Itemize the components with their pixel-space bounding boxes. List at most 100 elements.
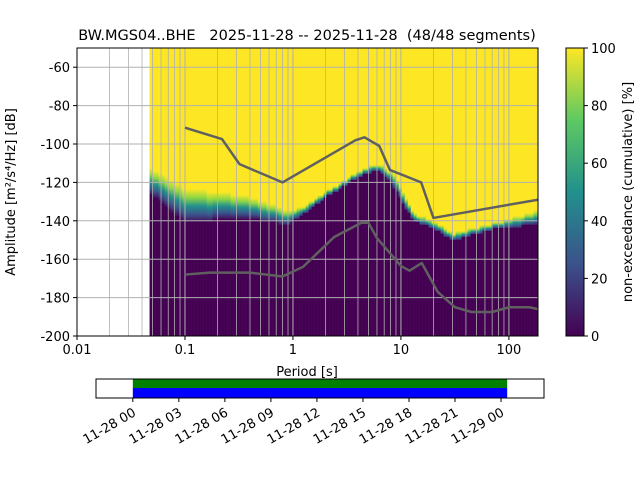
heatmap-transition-cell <box>527 213 531 226</box>
heatmap-transition-cell <box>278 207 282 226</box>
heatmap-transition-cell <box>176 183 180 217</box>
chart-title: BW.MGS04..BHE 2025-11-28 -- 2025-11-28 (… <box>78 28 535 44</box>
colorbar-tick-label: 80 <box>591 100 608 115</box>
heatmap-low-cell <box>368 174 372 336</box>
heatmap-transition-cell <box>434 222 438 232</box>
heatmap-transition-cell <box>371 165 375 172</box>
heatmap-low-cell <box>167 210 171 336</box>
heatmap-low-cell <box>365 174 369 336</box>
heatmap-low-cell <box>260 222 264 336</box>
heatmap-transition-cell <box>479 225 483 235</box>
heatmap-transition-cell <box>344 180 348 187</box>
heatmap-low-cell <box>341 186 345 336</box>
timeline-tick-label: 11-29 00 <box>449 405 507 447</box>
heatmap-transition-cell <box>161 174 165 205</box>
heatmap-low-cell <box>446 237 450 336</box>
heatmap-low-cell <box>269 222 273 336</box>
heatmap-low-cell <box>476 234 480 336</box>
heatmap-low-cell <box>227 219 231 336</box>
x-tick-label: 0.01 <box>63 343 92 358</box>
heatmap-low-cell <box>419 225 423 336</box>
heatmap-low-cell <box>443 237 447 336</box>
heatmap-transition-cell <box>476 228 480 235</box>
heatmap-transition-cell <box>188 189 192 223</box>
heatmap-low-cell <box>290 222 294 336</box>
heatmap-transition-cell <box>173 183 177 217</box>
heatmap-transition-cell <box>386 171 390 181</box>
heatmap-low-cell <box>335 192 339 336</box>
heatmap-low-cell <box>503 228 507 336</box>
heatmap-low-cell <box>152 198 156 336</box>
heatmap-low-cell <box>479 234 483 336</box>
heatmap-low-cell <box>452 240 456 336</box>
heatmap-transition-cell <box>254 198 258 220</box>
heatmap-low-cell <box>407 213 411 336</box>
x-tick-label: 100 <box>496 343 521 358</box>
heatmap-low-cell <box>236 219 240 336</box>
heatmap-low-cell <box>350 180 354 336</box>
heatmap-low-cell <box>401 204 405 336</box>
heatmap-transition-cell <box>164 177 168 208</box>
heatmap-low-cell <box>533 225 537 336</box>
heatmap-transition-cell <box>335 186 339 193</box>
heatmap-low-cell <box>317 204 321 336</box>
heatmap-low-cell <box>521 225 525 336</box>
heatmap-transition-cell <box>263 201 267 223</box>
heatmap-low-cell <box>509 228 513 336</box>
heatmap-transition-cell <box>302 207 306 214</box>
heatmap-transition-cell <box>158 174 162 202</box>
y-tick-label: -100 <box>40 138 70 153</box>
heatmap-low-cell <box>386 180 390 336</box>
heatmap-transition-cell <box>374 165 378 172</box>
heatmap-low-cell <box>377 171 381 336</box>
heatmap-transition-cell <box>242 195 246 220</box>
heatmap-low-cell <box>482 231 486 336</box>
heatmap-low-cell <box>404 210 408 336</box>
heatmap-low-cell <box>329 195 333 336</box>
y-axis: -60 -80 -100 -120 -140 -160 -180 -200 <box>40 61 77 345</box>
heatmap-low-cell <box>428 228 432 336</box>
noise-models <box>184 126 538 314</box>
heatmap-low-cell <box>179 219 183 336</box>
heatmap-transition-cell <box>308 201 312 211</box>
heatmap-transition-cell <box>362 168 366 175</box>
heatmap-transition-cell <box>266 204 270 223</box>
heatmap-low-cell <box>497 228 501 336</box>
heatmap-low-cell <box>413 222 417 336</box>
heatmap-low-cell <box>311 207 315 336</box>
heatmap-transition-cell <box>428 219 432 229</box>
heatmap-transition-cell <box>290 210 294 223</box>
y-tick-label: -140 <box>40 215 70 230</box>
heatmap-low-cell <box>536 225 538 336</box>
heatmap-transition-cell <box>506 219 510 229</box>
heatmap-transition-cell <box>398 186 402 199</box>
heatmap-low-cell <box>398 198 402 336</box>
colorbar-label: non-exceedance (cumulative) [%] <box>621 82 636 302</box>
heatmap-transition-cell <box>230 195 234 220</box>
heatmap-transition-cell <box>389 171 393 184</box>
heatmap-low-cell <box>392 189 396 336</box>
heatmap-low-cell <box>518 228 522 336</box>
heatmap-low-cell <box>305 213 309 336</box>
x-axis: 0.01 0.1 1 10 100 <box>63 336 521 358</box>
heatmap-low-cell <box>353 180 357 336</box>
heatmap-transition-cell <box>209 192 213 223</box>
heatmap-transition-cell <box>467 228 471 238</box>
heatmap-low-cell <box>155 198 159 336</box>
heatmap-low-cell <box>206 222 210 336</box>
heatmap-low-cell <box>209 222 213 336</box>
y-tick-label: -200 <box>40 330 70 345</box>
heatmap-low-cell <box>191 222 195 336</box>
heatmap-low-cell <box>296 219 300 336</box>
heatmap-transition-cell <box>380 165 384 175</box>
heatmap-low-cell <box>470 234 474 336</box>
heatmap-low-cell <box>275 222 279 336</box>
heatmap-transition-cell <box>461 231 465 238</box>
heatmap-transition-cell <box>320 195 324 202</box>
heatmap-transition-cell <box>203 189 207 223</box>
heatmap-low-cell <box>176 216 180 336</box>
heatmap-transition-cell <box>206 192 210 223</box>
heatmap-transition-cell <box>155 171 159 199</box>
heatmap-low-cell <box>530 225 534 336</box>
